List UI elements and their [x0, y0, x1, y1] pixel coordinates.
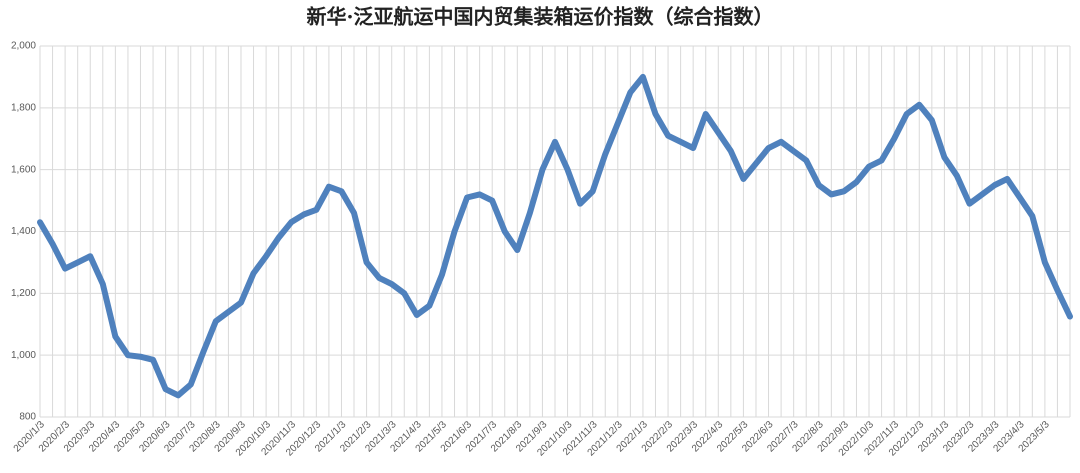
chart-title: 新华·泛亚航运中国内贸集装箱运价指数（综合指数）	[307, 5, 774, 29]
y-tick-label: 1,000	[11, 350, 36, 361]
y-tick-label: 2,000	[11, 41, 36, 52]
y-tick-label: 1,600	[11, 164, 36, 175]
y-tick-label: 800	[19, 412, 36, 423]
y-tick-label: 1,200	[11, 288, 36, 299]
y-tick-label: 1,800	[11, 102, 36, 113]
y-tick-label: 1,400	[11, 226, 36, 237]
line	[37, 73, 1073, 399]
